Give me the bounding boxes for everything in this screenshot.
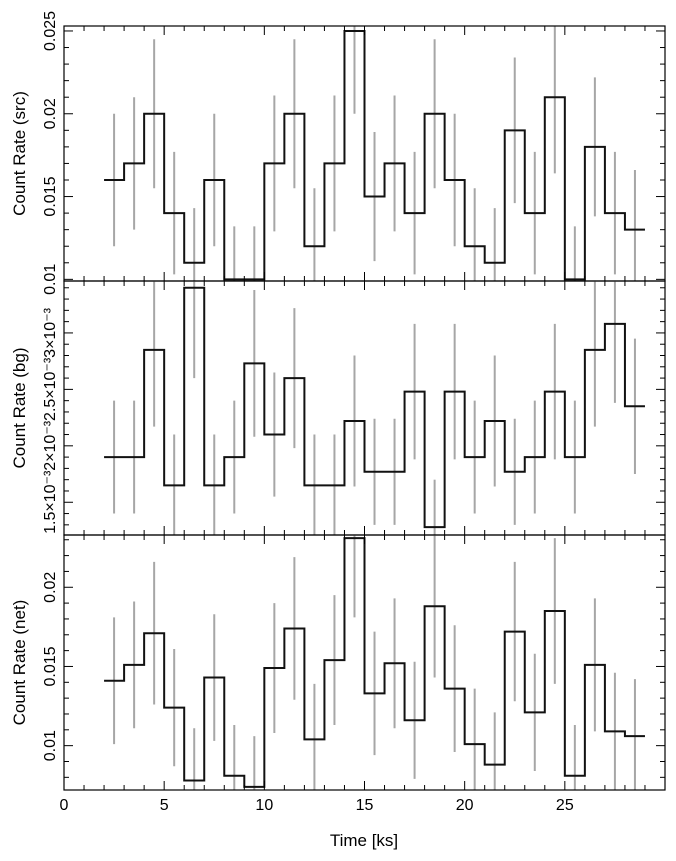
- x-tick-label: 10: [255, 797, 273, 814]
- net-y-tick-label: 0.02: [42, 572, 59, 603]
- bg-y-tick-label: 2×10⁻³: [42, 420, 59, 470]
- net-y-tick-label: 0.01: [42, 730, 59, 761]
- x-tick-label: 5: [160, 797, 169, 814]
- bg-y-tick-labels: 1.5×10⁻³2×10⁻³2.5×10⁻³3×10⁻³: [42, 307, 59, 533]
- panel-net: 0.01 0.015 0.02 Count Rate (net): [10, 534, 666, 791]
- net-y-tick-labels: 0.01 0.015 0.02: [42, 572, 59, 762]
- src-y-tick-label: 0.015: [42, 176, 59, 216]
- src-y-tick-label: 0.01: [42, 264, 59, 295]
- src-y-axis-label: Count Rate (src): [10, 91, 29, 216]
- net-y-tick-label: 0.015: [42, 646, 59, 686]
- net-ticks: [63, 535, 666, 790]
- x-tick-labels: 0 5 10 15 20 25: [60, 797, 574, 814]
- src-y-tick-label: 0.02: [42, 98, 59, 129]
- src-y-tick-labels: 0.01 0.015 0.02 0.025: [42, 11, 59, 295]
- bg-y-tick-label: 3×10⁻³: [42, 307, 59, 357]
- bg-y-tick-label: 1.5×10⁻³: [42, 470, 59, 534]
- src-y-tick-label: 0.025: [42, 11, 59, 51]
- bg-step-line: [104, 286, 645, 529]
- net-step-line: [104, 537, 645, 788]
- x-tick-label: 20: [456, 797, 474, 814]
- src-ticks: [63, 26, 666, 281]
- x-tick-label: 0: [60, 797, 69, 814]
- x-axis-label: Time [ks]: [330, 831, 398, 850]
- bg-y-tick-label: 2.5×10⁻³: [42, 357, 59, 421]
- src-step-line: [104, 29, 645, 281]
- x-tick-label: 25: [556, 797, 574, 814]
- bg-ticks: [63, 281, 666, 535]
- bg-y-axis-label: Count Rate (bg): [10, 348, 29, 469]
- net-y-axis-label: Count Rate (net): [10, 600, 29, 726]
- x-tick-label: 15: [356, 797, 374, 814]
- panel-bg: 1.5×10⁻³2×10⁻³2.5×10⁻³3×10⁻³ Count Rate …: [10, 280, 666, 536]
- panel-src: 0.01 0.015 0.02 0.025 Count Rate (src): [10, 11, 666, 295]
